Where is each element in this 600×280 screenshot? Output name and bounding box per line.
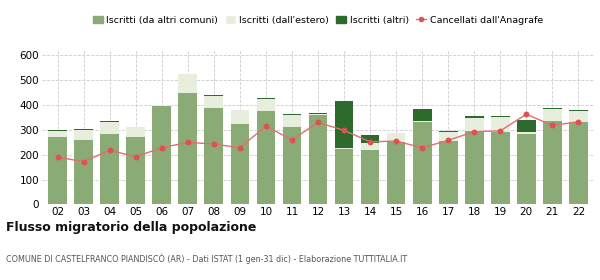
Bar: [491, 118, 509, 132]
Bar: [569, 111, 588, 122]
Bar: [361, 135, 379, 143]
Point: [313, 120, 323, 125]
Bar: [439, 141, 458, 204]
Bar: [257, 98, 275, 99]
Bar: [100, 134, 119, 204]
Bar: [178, 74, 197, 93]
Bar: [491, 132, 509, 204]
Bar: [152, 106, 171, 204]
Bar: [178, 93, 197, 204]
Legend: Iscritti (da altri comuni), Iscritti (dall'estero), Iscritti (altri), Cancellati: Iscritti (da altri comuni), Iscritti (da…: [89, 12, 547, 29]
Bar: [543, 121, 562, 204]
Bar: [308, 115, 328, 204]
Point: [183, 140, 193, 144]
Point: [79, 159, 88, 164]
Bar: [205, 108, 223, 204]
Bar: [465, 116, 484, 118]
Point: [339, 128, 349, 133]
Bar: [439, 132, 458, 141]
Bar: [413, 121, 431, 122]
Point: [287, 137, 297, 142]
Bar: [127, 127, 145, 137]
Bar: [283, 127, 301, 204]
Bar: [205, 95, 223, 108]
Bar: [257, 99, 275, 111]
Bar: [465, 131, 484, 204]
Point: [574, 120, 583, 124]
Point: [521, 112, 531, 116]
Point: [418, 146, 427, 150]
Bar: [335, 101, 353, 148]
Bar: [257, 111, 275, 204]
Bar: [74, 129, 93, 130]
Bar: [230, 124, 249, 204]
Bar: [439, 131, 458, 132]
Point: [443, 138, 453, 143]
Text: COMUNE DI CASTELFRANCO PIANDISCÒ (AR) - Dati ISTAT (1 gen-31 dic) - Elaborazione: COMUNE DI CASTELFRANCO PIANDISCÒ (AR) - …: [6, 253, 407, 264]
Bar: [48, 137, 67, 204]
Bar: [230, 110, 249, 124]
Point: [157, 146, 167, 150]
Point: [261, 124, 271, 129]
Bar: [387, 142, 406, 204]
Point: [365, 139, 375, 144]
Bar: [335, 149, 353, 204]
Point: [548, 123, 557, 128]
Bar: [74, 140, 93, 204]
Bar: [543, 108, 562, 109]
Bar: [517, 120, 536, 132]
Bar: [413, 122, 431, 204]
Bar: [361, 150, 379, 204]
Bar: [387, 133, 406, 142]
Bar: [74, 130, 93, 140]
Point: [53, 155, 62, 159]
Point: [131, 155, 140, 159]
Bar: [543, 109, 562, 121]
Bar: [283, 115, 301, 127]
Point: [105, 148, 115, 153]
Bar: [569, 122, 588, 204]
Bar: [230, 109, 249, 110]
Text: Flusso migratorio della popolazione: Flusso migratorio della popolazione: [6, 221, 256, 234]
Bar: [100, 122, 119, 134]
Bar: [517, 134, 536, 204]
Point: [496, 129, 505, 133]
Bar: [127, 137, 145, 204]
Bar: [361, 143, 379, 150]
Point: [469, 129, 479, 134]
Bar: [308, 113, 328, 114]
Bar: [100, 121, 119, 122]
Point: [235, 146, 245, 150]
Bar: [517, 132, 536, 134]
Bar: [335, 148, 353, 149]
Bar: [491, 116, 509, 118]
Bar: [48, 130, 67, 131]
Point: [209, 142, 218, 146]
Bar: [308, 114, 328, 115]
Point: [391, 139, 401, 143]
Bar: [152, 105, 171, 106]
Bar: [413, 109, 431, 121]
Bar: [48, 131, 67, 137]
Bar: [465, 118, 484, 131]
Bar: [569, 110, 588, 111]
